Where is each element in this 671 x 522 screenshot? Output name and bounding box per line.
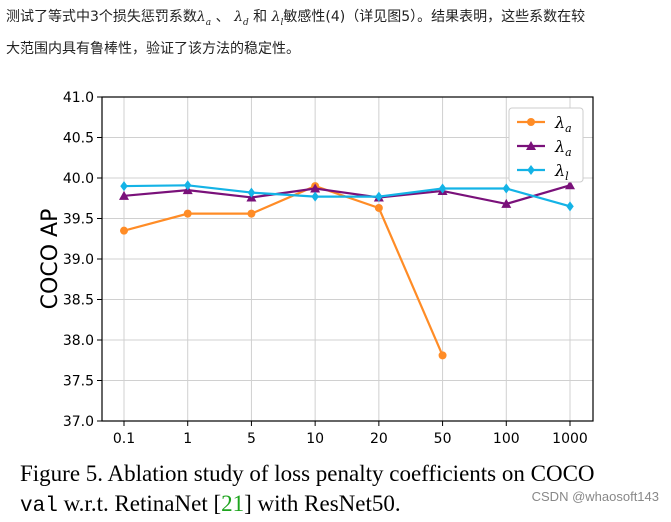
intro-line1-text-b: 敏感性(4)（详见图5）。结果表明，这些系数在较 (283, 9, 586, 25)
legend-marker-2 (526, 141, 536, 150)
data-point-series-3 (311, 191, 319, 202)
data-point-series-3 (438, 183, 447, 194)
x-tick-label: 0.1 (113, 431, 135, 447)
data-point-series-1 (438, 351, 447, 360)
caption-reference-link[interactable]: 21 (221, 491, 245, 516)
y-tick-label: 40.5 (63, 131, 94, 147)
y-tick-label: 38.0 (63, 333, 94, 349)
data-point-series-1 (120, 226, 128, 235)
legend-label-subscript: a (565, 122, 572, 135)
data-point-series-2 (565, 180, 575, 190)
legend-box (508, 107, 584, 183)
y-tick-label: 39.0 (63, 252, 94, 268)
x-tick-label: 50 (434, 431, 452, 447)
y-axis-label: COCO AP (38, 209, 63, 310)
x-tick-label: 1 (183, 431, 192, 447)
lambda-d-subscript: d (242, 17, 249, 28)
lambda-l-symbol: λ (271, 9, 281, 25)
intro-line1-text-a: 测试了等式中3个损失惩罚系数 (6, 9, 197, 25)
caption-mid: w.r.t. RetinaNet [ (57, 491, 222, 516)
legend-marker-1 (527, 118, 535, 126)
intro-line-2: 大范围内具有鲁棒性，验证了该方法的稳定性。 (6, 40, 300, 57)
data-point-series-3 (502, 183, 511, 194)
data-point-series-3 (566, 201, 574, 212)
y-tick-label: 38.5 (63, 293, 94, 309)
y-tick-label: 37.0 (63, 414, 94, 430)
legend-marker-3 (527, 165, 535, 175)
data-point-series-3 (183, 180, 192, 191)
figure-caption: Figure 5. Ablation study of loss penalty… (20, 459, 670, 522)
intro-and: 和 (253, 9, 268, 25)
lambda-l-subscript: l (280, 17, 284, 28)
caption-suffix: ] with ResNet50. (244, 491, 401, 516)
y-tick-label: 40.0 (63, 171, 94, 187)
x-tick-label: 100 (493, 431, 520, 447)
caption-code: val (20, 495, 58, 518)
data-point-series-2 (501, 198, 512, 208)
x-tick-label: 20 (370, 431, 388, 447)
ablation-line-chart: 37.0 37.5 38.0 38.5 39.0 39.5 40.0 40.5 41.0 0.1 1… (38, 90, 594, 447)
data-point-series-3 (120, 181, 128, 192)
data-point-series-1 (183, 209, 192, 218)
data-point-series-3 (375, 191, 383, 202)
lambda-a-symbol: λ (196, 9, 206, 25)
legend-label-subscript: a (565, 146, 572, 159)
y-tick-label: 37.5 (63, 374, 94, 390)
data-point-series-1 (247, 209, 256, 218)
data-point-series-1 (374, 203, 383, 212)
lambda-d-symbol: λ (234, 9, 243, 25)
data-point-series-3 (247, 187, 256, 198)
intro-text: 测试了等式中3个损失惩罚系数λa 、 λd 和 λl敏感性(4)（详见图5）。结… (6, 4, 666, 62)
lambda-a-subscript: a (205, 17, 212, 28)
series-line-2 (123, 184, 571, 206)
data-point-series-2 (310, 183, 321, 193)
series-line-1 (123, 184, 444, 356)
y-tick-label: 41.0 (63, 90, 94, 106)
intro-line-1: 测试了等式中3个损失惩罚系数λa 、 λd 和 λl敏感性(4)（详见图5）。结… (6, 4, 666, 36)
x-tick-label: 5 (247, 431, 256, 447)
watermark: CSDN @whaosoft143 (531, 489, 659, 504)
x-tick-label: 10 (306, 431, 324, 447)
intro-separator: 、 (215, 9, 230, 25)
caption-prefix: Figure 5. Ablation study of loss penalty… (20, 461, 595, 486)
series-line-3 (123, 184, 571, 208)
y-tick-label: 39.5 (63, 212, 94, 228)
data-point-series-2 (119, 190, 129, 200)
x-tick-label: 1000 (552, 431, 588, 447)
legend-label-subscript: l (565, 170, 569, 183)
